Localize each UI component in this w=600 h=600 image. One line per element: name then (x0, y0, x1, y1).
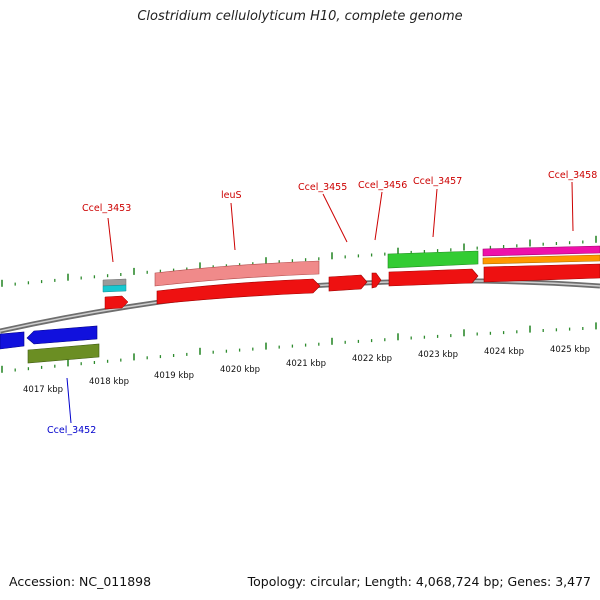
gene-label-ccel-3456[interactable]: Ccel_3456 (358, 180, 407, 191)
label-leaders (66, 181, 574, 424)
reverse-features (0, 325, 100, 364)
feature-blue-ccel-3452[interactable] (26, 325, 98, 345)
leader-ccel-3455 (322, 193, 348, 243)
leader-ccel-3458 (571, 181, 574, 232)
scale-label-4022: 4022 kbp (352, 354, 392, 364)
scale-label-4021: 4021 kbp (286, 359, 326, 369)
scale-label-4020: 4020 kbp (220, 365, 260, 375)
gene-label-leus[interactable]: leuS (221, 190, 242, 201)
feature-blue-left-partial[interactable] (0, 331, 25, 350)
leader-ccel-3453 (107, 217, 114, 263)
feature-olive-ccel-3452[interactable] (27, 343, 100, 364)
scale-labels: 4017 kbp 4018 kbp 4019 kbp 4020 kbp 4021… (23, 345, 590, 395)
gene-label-ccel-3453[interactable]: Ccel_3453 (82, 203, 131, 214)
gene-label-ccel-3457[interactable]: Ccel_3457 (413, 176, 462, 187)
feature-orange-ccel-3458[interactable] (482, 254, 600, 265)
gene-label-ccel-3458[interactable]: Ccel_3458 (548, 170, 597, 181)
feature-magenta-ccel-3458[interactable] (482, 245, 600, 257)
leader-ccel-3452 (66, 377, 72, 424)
leader-ccel-3456 (374, 191, 383, 241)
leader-ccel-3457 (432, 188, 438, 238)
gene-label-ccel-3455[interactable]: Ccel_3455 (298, 182, 347, 193)
scale-label-4017: 4017 kbp (23, 385, 63, 395)
feature-cds-ccel-3453[interactable] (104, 295, 129, 310)
scale-label-4024: 4024 kbp (484, 347, 524, 357)
feature-green-ccel-3457[interactable] (387, 250, 479, 269)
forward-features (102, 245, 600, 310)
feature-cds-leus[interactable] (156, 278, 321, 305)
scale-label-4018: 4018 kbp (89, 377, 129, 387)
scale-label-4023: 4023 kbp (418, 350, 458, 360)
feature-cds-ccel-3455[interactable] (328, 274, 368, 292)
genome-summary-text: Topology: circular; Length: 4,068,724 bp… (247, 574, 591, 589)
gene-labels: Ccel_3453 leuS Ccel_3455 Ccel_3456 Ccel_… (47, 170, 597, 436)
scale-label-4025: 4025 kbp (550, 345, 590, 355)
gene-label-ccel-3452[interactable]: Ccel_3452 (47, 425, 96, 436)
feature-pink-leus[interactable] (154, 260, 320, 287)
leader-leus (230, 202, 236, 251)
scale-label-4019: 4019 kbp (154, 371, 194, 381)
lower-tick-row (1, 322, 597, 373)
feature-cds-ccel-3457[interactable] (388, 268, 479, 287)
feature-cds-ccel-3456[interactable] (371, 272, 382, 289)
feature-cds-ccel-3458[interactable] (483, 263, 600, 283)
accession-text: Accession: NC_011898 (9, 574, 152, 589)
feature-cyan-block[interactable] (102, 284, 127, 293)
map-title: Clostridium cellulolyticum H10, complete… (137, 9, 463, 24)
